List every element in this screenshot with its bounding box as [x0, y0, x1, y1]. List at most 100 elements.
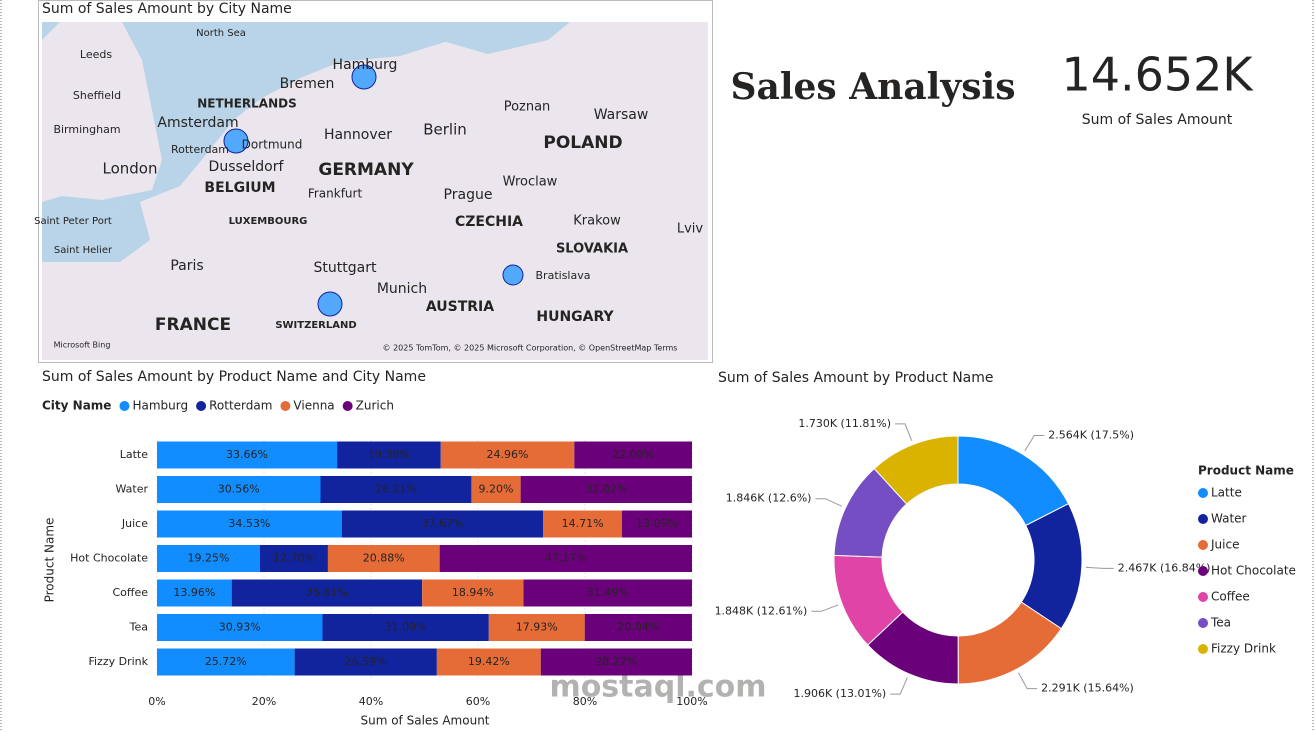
kpi-label: Sum of Sales Amount	[1082, 112, 1233, 128]
map-land	[42, 22, 162, 202]
leader-line	[890, 677, 908, 695]
data-label: 1.730K (11.81%)	[798, 417, 891, 430]
map-label: Wroclaw	[503, 175, 558, 190]
data-label: 28.27%	[595, 655, 637, 668]
bar-segment	[439, 545, 692, 572]
map-sea	[42, 202, 150, 262]
data-label: 18.94%	[452, 586, 494, 599]
data-label: 47.17%	[545, 552, 587, 565]
legend-label: Zurich	[356, 399, 394, 413]
legend-swatch	[1198, 644, 1208, 654]
x-tick-label: 60%	[466, 695, 490, 708]
map-label: Frankfurt	[308, 187, 363, 201]
kpi-value: 14.652K	[1061, 48, 1254, 102]
bar-segment	[157, 510, 342, 538]
map-bubble	[502, 264, 524, 286]
bar-segment	[157, 648, 295, 676]
map-label: Hannover	[324, 127, 392, 143]
legend-swatch	[119, 401, 130, 411]
bar-segment	[471, 476, 521, 503]
data-label: 2.291K (15.64%)	[1041, 682, 1134, 695]
dashboard-title: Sales Analysis	[731, 66, 1016, 108]
map-label: POLAND	[543, 133, 622, 153]
legend-label: Water	[1211, 512, 1247, 526]
legend-swatch	[1198, 592, 1208, 602]
data-label: 1.848K (12.61%)	[715, 604, 808, 617]
data-label: 33.66%	[226, 448, 268, 461]
map-provider: Microsoft Bing	[54, 341, 111, 350]
data-label: 1.906K (13.01%)	[793, 687, 886, 700]
y-tick-label: Fizzy Drink	[88, 655, 148, 668]
y-tick-label: Coffee	[112, 586, 148, 599]
map-label: Dortmund	[242, 138, 303, 152]
map-label: Krakow	[573, 214, 621, 229]
legend-label: Juice	[1210, 538, 1239, 552]
bar-segment	[157, 476, 321, 503]
data-label: 13.96%	[173, 586, 215, 599]
map-sea	[430, 22, 570, 54]
chart-title: Sum of Sales Amount by Product Name	[718, 370, 994, 386]
map-bubble	[317, 291, 343, 317]
bar-segment	[621, 510, 692, 538]
legend-swatch	[1198, 540, 1208, 550]
data-label: 25.72%	[205, 655, 247, 668]
y-tick-label: Latte	[120, 448, 148, 461]
map-label: Paris	[170, 258, 203, 274]
legend-label: Latte	[1211, 486, 1242, 500]
map-label: LUXEMBOURG	[229, 216, 308, 227]
x-tick-label: 80%	[573, 695, 597, 708]
map-label: Poznan	[504, 100, 551, 115]
legend-title: Product Name	[1198, 464, 1294, 478]
data-label: 19.38%	[368, 448, 410, 461]
data-label: 31.09%	[385, 621, 427, 634]
data-label: 17.93%	[516, 621, 558, 634]
bar-segment	[259, 545, 328, 572]
data-label: 12.70%	[273, 552, 315, 565]
leader-line	[1024, 435, 1045, 452]
bar-segment	[327, 545, 440, 572]
data-label: 20.04%	[617, 621, 659, 634]
map-label: Bratislava	[536, 269, 591, 282]
legend-swatch	[1198, 488, 1208, 498]
map-label: Birmingham	[53, 123, 120, 136]
map-label: SWITZERLAND	[275, 320, 356, 331]
legend-swatch	[1198, 514, 1208, 524]
bar-segment	[157, 614, 323, 641]
legend-title: City Name	[42, 399, 111, 413]
map-label: Prague	[444, 187, 493, 203]
legend-swatch	[196, 401, 207, 411]
bar-segment	[294, 648, 437, 676]
map-label: CZECHIA	[455, 214, 523, 230]
map-label: GERMANY	[318, 160, 414, 180]
bar-segment	[231, 579, 423, 607]
bar-segment	[584, 614, 692, 641]
data-label: 35.61%	[306, 586, 348, 599]
data-label: 24.96%	[487, 448, 529, 461]
data-label: 34.53%	[228, 517, 270, 530]
map-label: AUSTRIA	[426, 299, 494, 315]
legend-label: Fizzy Drink	[1211, 642, 1276, 656]
chart-title: Sum of Sales Amount by Product Name and …	[42, 369, 426, 385]
bar-segment	[322, 614, 489, 641]
data-label: 9.20%	[479, 483, 514, 496]
y-tick-label: Water	[115, 483, 148, 496]
x-tick-label: 0%	[148, 695, 165, 708]
map-label: HUNGARY	[536, 309, 614, 325]
bar-segment	[574, 441, 692, 469]
bar-segment	[436, 648, 541, 676]
map-label: Sheffield	[73, 89, 121, 102]
map-label: Saint Helier	[54, 245, 113, 256]
y-tick-label: Juice	[121, 517, 148, 530]
x-tick-label: 20%	[252, 695, 276, 708]
map-label: Warsaw	[594, 107, 649, 123]
bar-segment	[540, 648, 692, 676]
data-label: 1.846K (12.6%)	[726, 492, 812, 505]
map-label: Stuttgart	[314, 260, 377, 276]
data-label: 37.67%	[422, 517, 464, 530]
map-label: Saint Peter Port	[34, 216, 112, 227]
data-label: 26.59%	[345, 655, 387, 668]
map-frame	[38, 0, 713, 363]
map-label: Munich	[377, 281, 427, 297]
legend-label: Hot Chocolate	[1211, 564, 1296, 578]
